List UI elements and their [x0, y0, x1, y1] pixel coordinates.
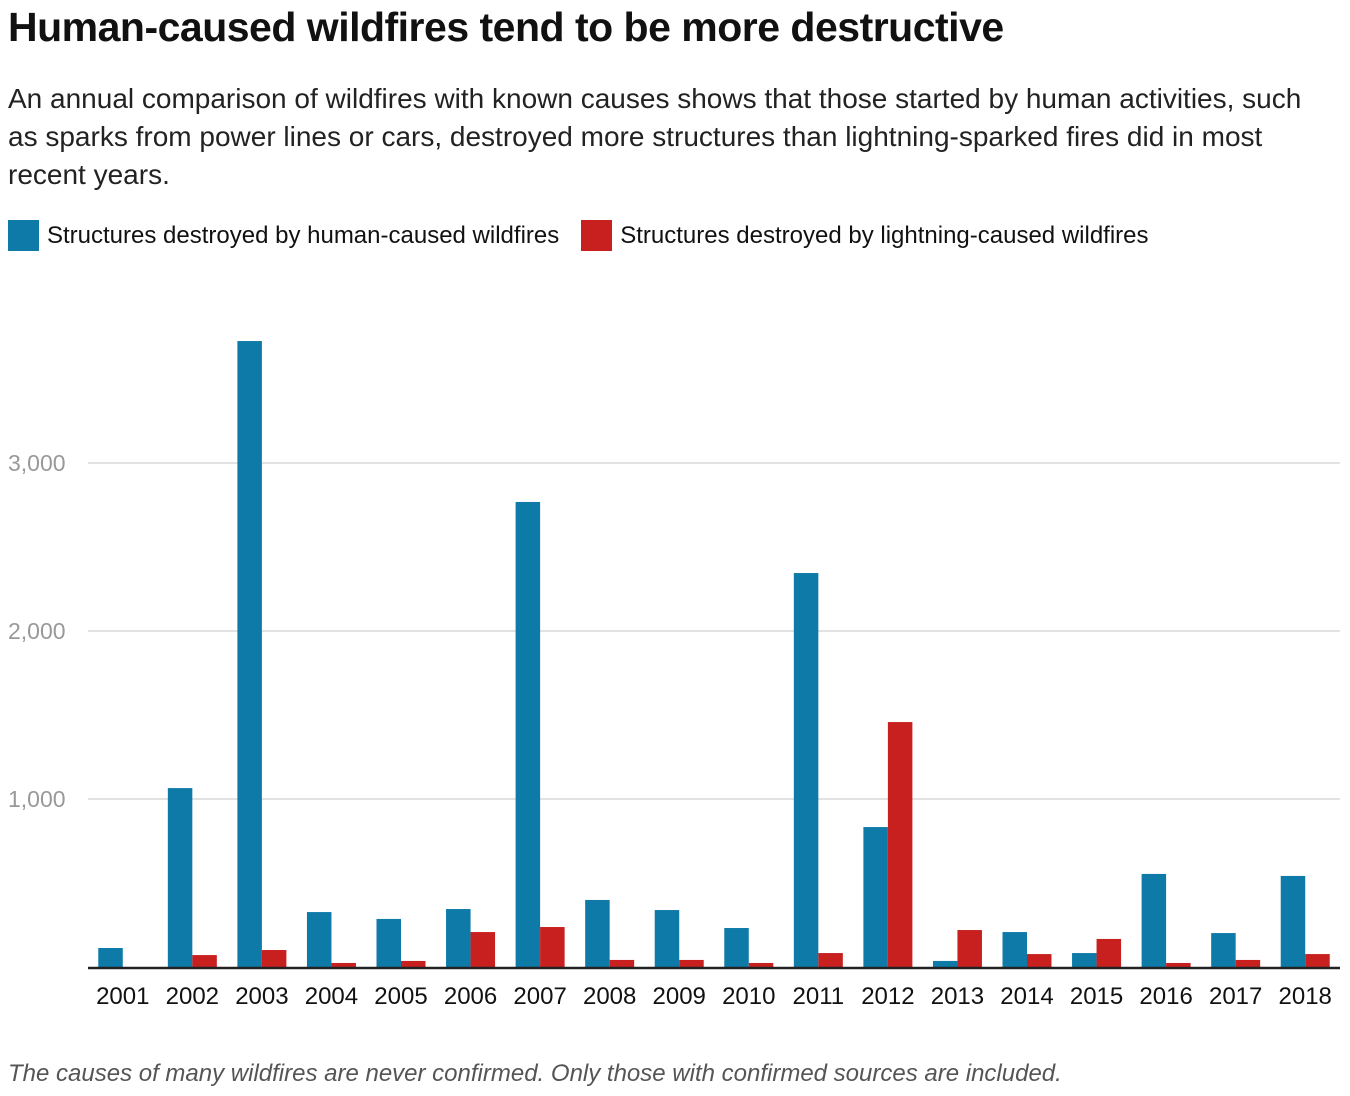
bar-human-2009 — [654, 910, 680, 967]
bar-lightning-2011 — [818, 953, 843, 967]
bar-lightning-2014 — [1027, 954, 1052, 967]
bar-human-2018 — [1280, 875, 1306, 967]
x-tick-label: 2004 — [305, 983, 358, 1010]
x-tick-label: 2010 — [722, 983, 775, 1010]
x-tick-label: 2011 — [793, 983, 845, 1010]
bar-lightning-2016 — [1166, 962, 1191, 967]
bar-human-2008 — [585, 899, 610, 967]
chart-title: Human-caused wildfires tend to be more d… — [8, 4, 1004, 50]
bar-human-2014 — [1002, 932, 1027, 967]
legend: Structures destroyed by human-caused wil… — [8, 220, 1149, 251]
x-tick-label: 2015 — [1070, 983, 1123, 1010]
chart-note: The causes of many wildfires are never c… — [8, 1060, 1062, 1087]
bar-lightning-2008 — [609, 959, 635, 967]
bar-lightning-2005 — [401, 960, 426, 967]
legend-label-human: Structures destroyed by human-caused wil… — [47, 221, 560, 249]
bar-lightning-2013 — [957, 930, 982, 967]
bar-human-2001 — [98, 948, 123, 967]
x-tick-label: 2017 — [1209, 983, 1262, 1010]
x-tick-label: 2014 — [1000, 983, 1053, 1010]
x-tick-label: 2016 — [1139, 983, 1192, 1010]
y-tick-label: 1,000 — [8, 786, 66, 812]
bar-human-2016 — [1141, 873, 1167, 967]
bar-lightning-2015 — [1096, 938, 1122, 967]
y-tick-label: 3,000 — [8, 450, 66, 476]
x-tick-label: 2009 — [653, 983, 706, 1010]
bar-lightning-2003 — [261, 950, 287, 967]
bar-lightning-2006 — [470, 932, 496, 967]
bar-lightning-2018 — [1305, 954, 1330, 967]
bar-lightning-2002 — [192, 955, 217, 967]
bar-human-2007 — [515, 501, 541, 967]
bar-human-2006 — [446, 909, 471, 967]
chart-subtitle: An annual comparison of wildfires with k… — [8, 83, 1302, 190]
bar-lightning-2017 — [1235, 959, 1261, 967]
x-tick-label: 2012 — [861, 983, 914, 1010]
legend-swatch-lightning — [581, 220, 613, 251]
bar-human-2010 — [724, 928, 749, 967]
x-tick-label: 2001 — [96, 983, 149, 1010]
bar-human-2003 — [237, 341, 262, 968]
bar-lightning-2007 — [540, 927, 565, 967]
bar-lightning-2004 — [331, 962, 356, 967]
bar-human-2011 — [793, 573, 819, 967]
legend-swatch-human — [8, 220, 39, 251]
legend-item-lightning: Structures destroyed by lightning-caused… — [581, 220, 1149, 251]
bar-human-2004 — [306, 912, 332, 967]
x-tick-label: 2013 — [931, 983, 984, 1010]
x-tick-label: 2018 — [1279, 983, 1332, 1010]
legend-label-lightning: Structures destroyed by lightning-caused… — [620, 221, 1149, 249]
x-tick-label: 2002 — [166, 983, 219, 1010]
bar-human-2005 — [376, 918, 401, 967]
bar-human-2015 — [1072, 953, 1097, 967]
x-tick-label: 2005 — [374, 983, 427, 1010]
bar-human-2012 — [863, 827, 888, 967]
y-tick-label: 2,000 — [8, 618, 66, 644]
x-tick-label: 2007 — [513, 983, 566, 1010]
bar-human-2017 — [1211, 933, 1236, 967]
bar-human-2013 — [932, 960, 958, 967]
bar-human-2002 — [167, 788, 193, 967]
legend-item-human: Structures destroyed by human-caused wil… — [8, 220, 559, 251]
x-tick-label: 2006 — [444, 983, 497, 1010]
bar-lightning-2012 — [887, 722, 913, 967]
bar-lightning-2009 — [679, 959, 704, 967]
x-tick-label: 2008 — [583, 983, 636, 1010]
bar-lightning-2010 — [748, 962, 774, 967]
x-tick-label: 2003 — [235, 983, 288, 1010]
